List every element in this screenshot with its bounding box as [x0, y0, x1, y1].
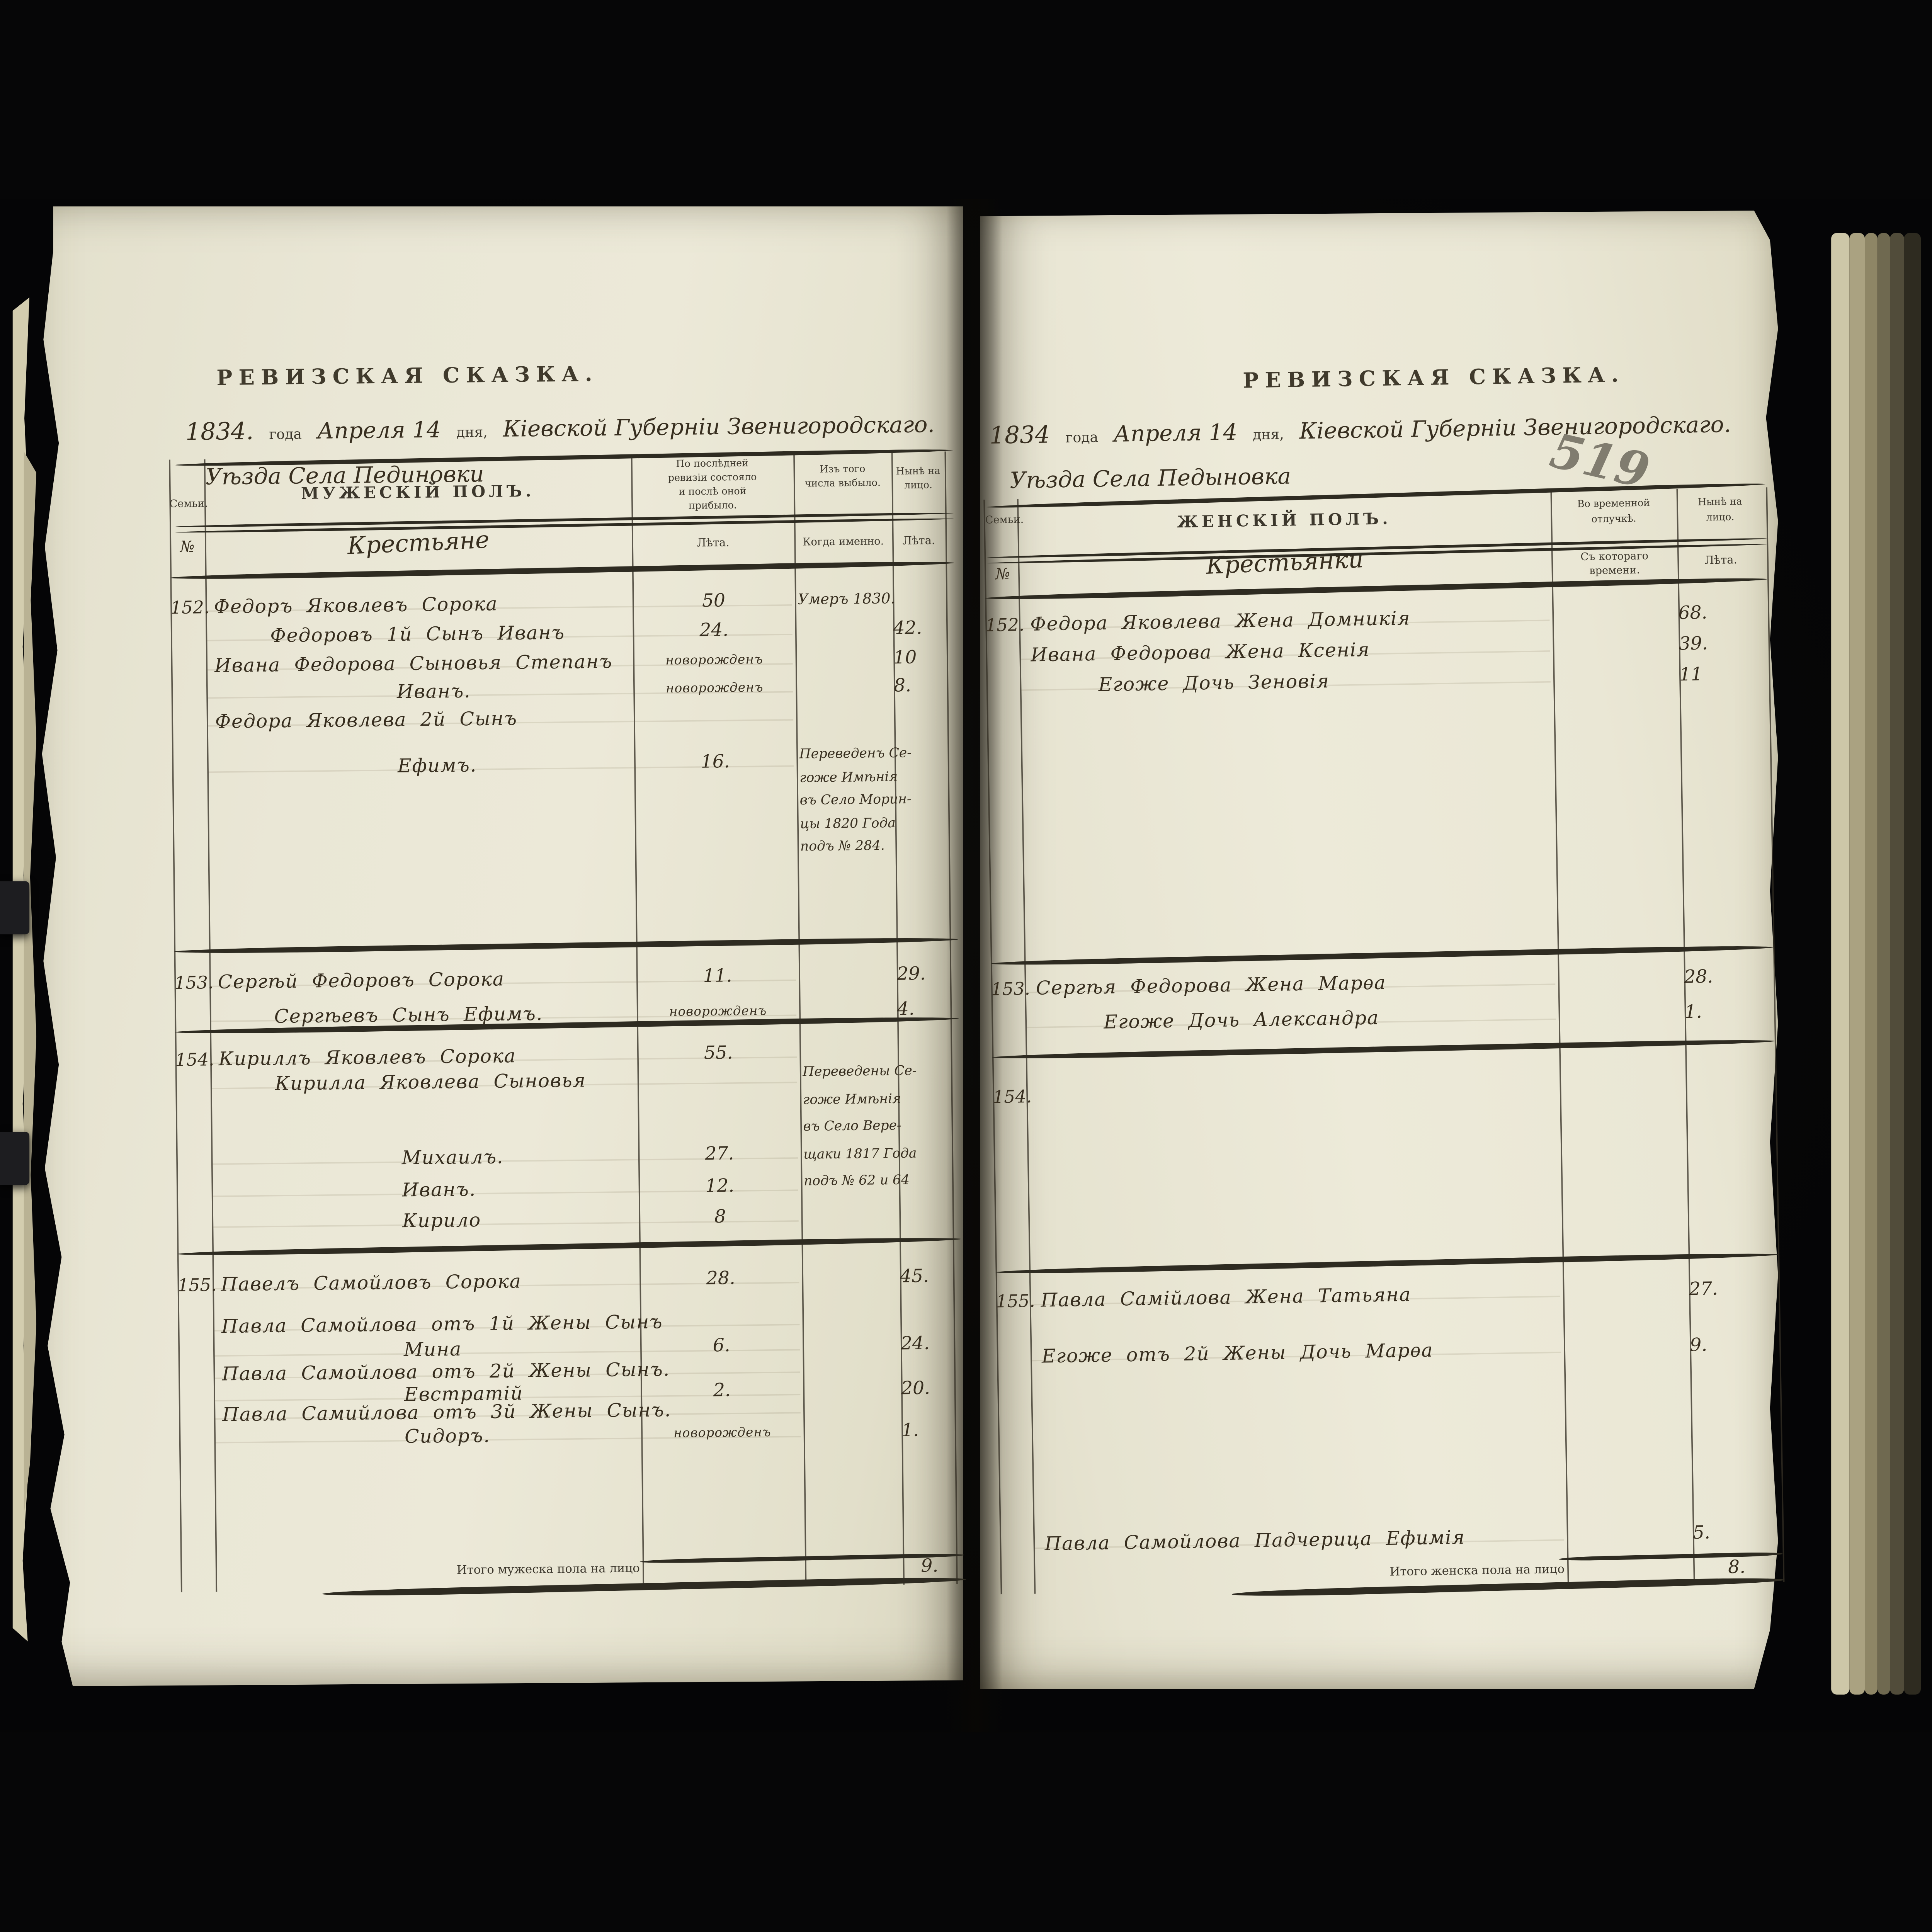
right-page-content: РЕВИЗСКАЯ СКАЗКА. 1834 года Апреля 14 дн…: [0, 191, 1932, 1754]
fore-edge-strip: [1877, 233, 1890, 1695]
printed-goda-r: года: [1065, 430, 1099, 447]
person-name: Павла Самойлова Падчерица Ефимія: [1044, 1527, 1466, 1556]
col-leta-label-r: Лѣта.: [1704, 554, 1738, 567]
family-number: 152.: [985, 614, 1025, 636]
hw-place-r: Кіевской Губерніи Звенигородскаго.: [1299, 411, 1731, 445]
table-rule: [1231, 1576, 1785, 1597]
age-now: 68.: [1678, 603, 1708, 625]
total-females-label: Итого женска пола на лицо: [1389, 1563, 1565, 1580]
fore-edge-strip: [1849, 233, 1865, 1695]
person-name: Федора Яковлева Жена Домникія: [1030, 608, 1411, 636]
page-title-right: РЕВИЗСКАЯ СКАЗКА.: [1242, 362, 1625, 394]
age-now: 1.: [1684, 1002, 1702, 1024]
person-name: Ивана Федорова Жена Ксенія: [1031, 639, 1370, 667]
fore-edge-strip: [1904, 233, 1921, 1695]
fore-edge-strip: [1890, 233, 1904, 1695]
col-number-label-r: №: [995, 565, 1010, 584]
family-number: 154.: [993, 1085, 1032, 1107]
age-now: 39.: [1679, 634, 1708, 656]
age-now: 9.: [1689, 1335, 1708, 1357]
age-now: 28.: [1684, 967, 1713, 989]
hw-year-r: 1834: [989, 422, 1051, 451]
table-rule: [995, 1252, 1778, 1275]
total-females-value: 8.: [1728, 1557, 1746, 1579]
col-present-label-r: Нынѣ на лицо.: [1697, 496, 1742, 524]
printed-dnya-r: дня,: [1252, 428, 1284, 444]
person-name: Сергѣя Федорова Жена Марѳа: [1036, 972, 1386, 1000]
age-now: 5.: [1692, 1523, 1711, 1544]
hw-day-r: Апреля 14: [1113, 418, 1238, 447]
col-since-label: Съ котораго времени.: [1580, 549, 1649, 577]
col-absence-label: Во временной отлучкѣ.: [1577, 498, 1650, 526]
book-fore-edge: [1831, 233, 1929, 1695]
column-line: [983, 500, 1003, 1595]
person-name: Егоже Дочь Александра: [1103, 1007, 1379, 1034]
age-now: 27.: [1689, 1279, 1718, 1301]
person-name: Павла Самійлова Жена Татьяна: [1041, 1284, 1412, 1313]
age-now: 11: [1679, 665, 1703, 687]
col-family-label-r: Семьи.: [985, 513, 1024, 527]
person-name: Егоже Дочь Зеновія: [1098, 670, 1330, 697]
book-spread: РЕВИЗСКАЯ СКАЗКА. 1834. года Апреля 14 д…: [0, 199, 1932, 1733]
person-name: Егоже отъ 2й Жены Дочь Марѳа: [1041, 1340, 1434, 1369]
family-number: 153.: [991, 978, 1031, 1000]
fore-edge-strip: [1865, 233, 1878, 1695]
col-female-label: ЖЕНСКІЙ ПОЛЪ.: [1177, 509, 1392, 532]
table-rule: [992, 1038, 1775, 1060]
binding-tab-2: [0, 1132, 30, 1185]
table-rule: [990, 944, 1774, 967]
fore-edge-strip: [1831, 233, 1850, 1695]
hw-place-line2-right: Уѣзда Села Педыновка: [1009, 463, 1291, 494]
column-line: [1766, 487, 1785, 1582]
binding-tab: [0, 881, 30, 935]
family-number: 155.: [996, 1290, 1036, 1312]
column-line: [1550, 491, 1570, 1586]
